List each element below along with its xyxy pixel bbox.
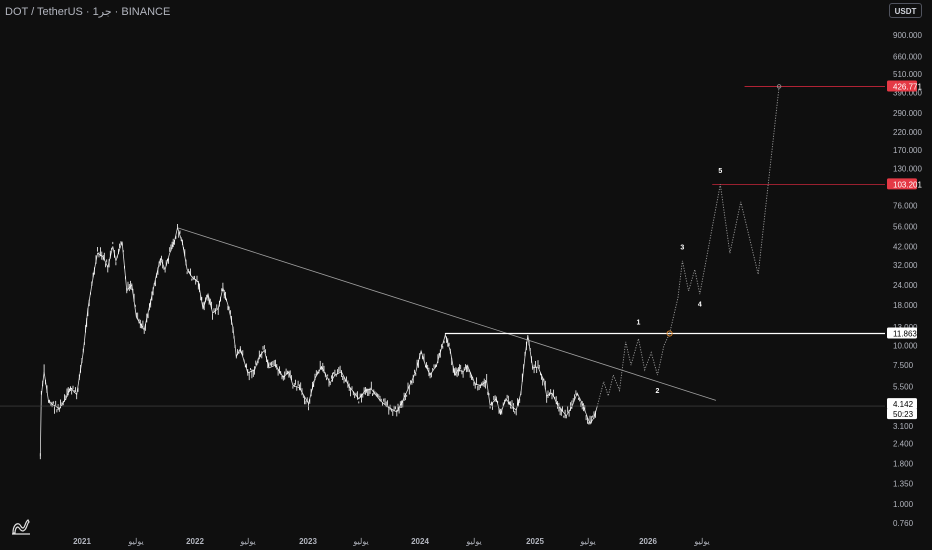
wave-label-2: 2 bbox=[656, 388, 660, 395]
price-tag-label: 50:23 bbox=[893, 410, 914, 419]
x-tick: يوليو bbox=[579, 537, 595, 546]
y-tick: 0.760 bbox=[893, 519, 914, 528]
y-tick: 18.000 bbox=[893, 301, 918, 310]
price-tag-target bbox=[887, 80, 917, 92]
breakout-marker bbox=[666, 330, 673, 337]
symbol-title[interactable]: DOT / TetherUS · 1ﺟﺮ · BINANCE bbox=[5, 6, 171, 18]
y-tick: 900.000 bbox=[893, 31, 922, 40]
x-tick: يوليو bbox=[239, 537, 255, 546]
y-tick: 220.000 bbox=[893, 128, 922, 137]
y-tick: 10.000 bbox=[893, 341, 918, 350]
price-tag-target bbox=[887, 178, 917, 190]
price-tag-label: 4.142 bbox=[893, 400, 914, 409]
x-tick: يوليو bbox=[127, 537, 143, 546]
price-line bbox=[39, 226, 598, 457]
y-tick: 42.000 bbox=[893, 242, 918, 251]
x-tick: 2021 bbox=[73, 537, 91, 546]
y-tick: 56.000 bbox=[893, 222, 918, 231]
x-tick: 2022 bbox=[186, 537, 204, 546]
y-tick: 3.100 bbox=[893, 422, 914, 431]
x-tick: 2024 bbox=[411, 537, 429, 546]
tradingview-logo-icon[interactable] bbox=[10, 516, 32, 536]
y-tick: 76.000 bbox=[893, 201, 918, 210]
x-tick: 2026 bbox=[639, 537, 657, 546]
y-tick: 660.000 bbox=[893, 52, 922, 61]
projection-path bbox=[596, 86, 780, 407]
descending-trendline bbox=[177, 227, 717, 401]
time-axis[interactable]: 2021 يوليو 2022 يوليو 2023 يوليو 2024 يوليو 2025… bbox=[73, 537, 710, 546]
price-tag-label: 426.771 bbox=[893, 82, 922, 91]
y-tick: 1.000 bbox=[893, 500, 914, 509]
y-tick: 7.500 bbox=[893, 361, 914, 370]
x-tick: يوليو bbox=[465, 537, 481, 546]
y-tick: 170.000 bbox=[893, 146, 922, 155]
y-tick: 1.800 bbox=[893, 460, 914, 469]
wave-label-1: 1 bbox=[637, 320, 641, 327]
y-tick: 510.000 bbox=[893, 70, 922, 79]
price-tag-level bbox=[887, 327, 917, 339]
wave-label-3: 3 bbox=[680, 245, 684, 252]
wave-label-5: 5 bbox=[718, 168, 722, 175]
x-tick: يوليو bbox=[352, 537, 368, 546]
y-tick: 5.500 bbox=[893, 383, 914, 392]
y-tick: 390.000 bbox=[893, 89, 922, 98]
y-tick: 1.350 bbox=[893, 479, 914, 488]
y-tick: 2.400 bbox=[893, 440, 914, 449]
price-tag-label: 11.863 bbox=[893, 330, 917, 339]
target-marker bbox=[776, 84, 782, 89]
x-tick: 2025 bbox=[526, 537, 544, 546]
chart-overlays: 1 2 3 4 5 bbox=[0, 84, 885, 407]
y-tick: 24.000 bbox=[893, 281, 918, 290]
price-tag-current bbox=[887, 398, 917, 410]
price-tag-label: 103.201 bbox=[893, 180, 922, 189]
price-axis[interactable]: 900.000 660.000 510.000 390.000 290.000 220.0… bbox=[887, 31, 922, 528]
y-tick: 130.000 bbox=[893, 164, 922, 173]
y-tick: 32.000 bbox=[893, 261, 918, 270]
x-tick: 2023 bbox=[299, 537, 317, 546]
wave-label-4: 4 bbox=[698, 302, 702, 309]
price-series bbox=[39, 224, 598, 460]
price-tag-countdown bbox=[887, 408, 917, 420]
y-tick: 290.000 bbox=[893, 109, 922, 118]
x-tick: يوليو bbox=[693, 537, 709, 546]
currency-button[interactable]: USDT bbox=[889, 3, 922, 18]
